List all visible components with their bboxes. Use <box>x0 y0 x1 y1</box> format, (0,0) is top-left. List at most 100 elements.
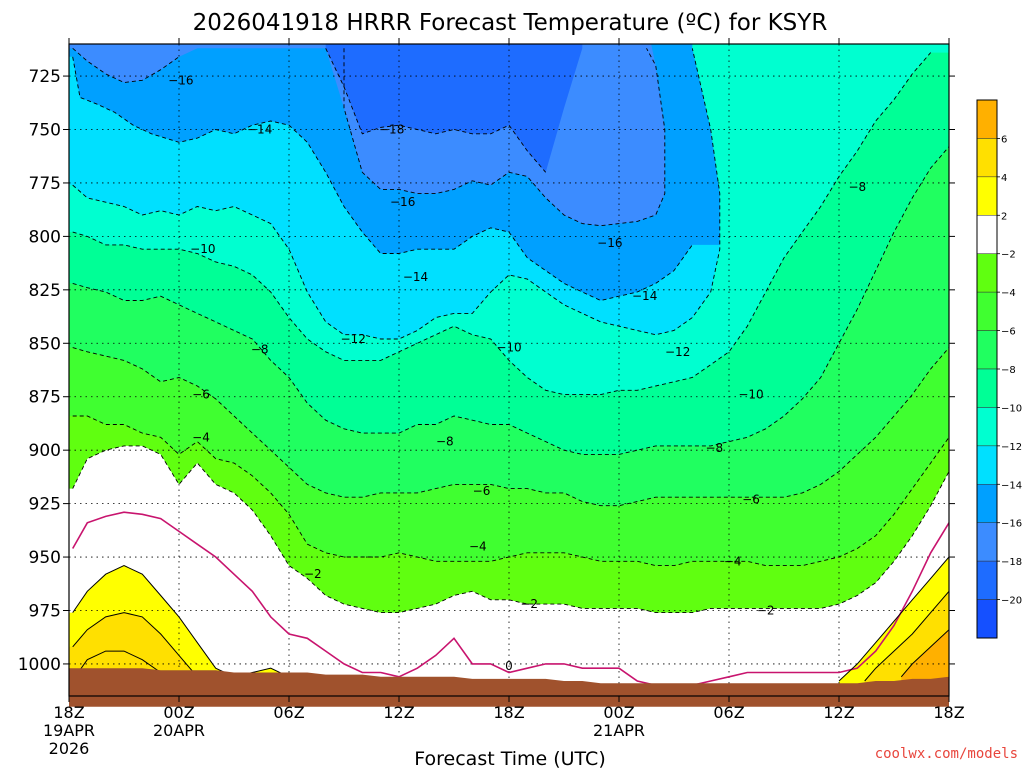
contour-label: −6 <box>742 492 760 506</box>
contour-label: −2 <box>757 603 775 617</box>
x-tick-label: 21APR <box>593 721 645 740</box>
colorbar-label: −8 <box>1001 365 1016 376</box>
colorbar-swatch <box>976 291 998 331</box>
y-tick-label: 750 <box>29 121 61 141</box>
y-tick-label: 825 <box>29 281 61 301</box>
warm-contour-line <box>77 650 161 673</box>
colorbar-swatch <box>976 484 998 523</box>
x-tick-label: 12Z <box>823 703 854 722</box>
contour-line <box>72 415 949 567</box>
contour-label: −8 <box>251 343 269 357</box>
contour-line <box>72 347 949 507</box>
contour-label: −10 <box>190 242 215 256</box>
contour-line <box>72 146 949 455</box>
contour-label: −8 <box>705 441 723 455</box>
colorbar-swatch <box>976 599 998 639</box>
contour-label: −14 <box>632 289 657 303</box>
contour-label: −14 <box>403 270 428 284</box>
colorbar: 6 4 2 −2 −4 −6 −8 −10 −12 −14 −16 −18 −20 <box>976 99 1022 639</box>
colorbar-label: −6 <box>1001 327 1016 338</box>
warm-contour-line <box>72 612 198 678</box>
colorbar-label: 6 <box>1001 134 1007 145</box>
warm-contour-line <box>864 590 949 682</box>
colorbar-swatch <box>976 330 998 370</box>
colorbar-label: −16 <box>1001 519 1022 530</box>
contour-label: −18 <box>379 123 404 137</box>
y-tick-label: 725 <box>29 67 61 87</box>
credit-link[interactable]: coolwx.com/models <box>875 746 1018 762</box>
y-tick-label: 975 <box>29 601 61 621</box>
y-tick-label: 850 <box>29 334 61 354</box>
colorbar-swatch <box>976 138 998 178</box>
chart-title: 2026041918 HRRR Forecast Temperature (ºC… <box>193 10 828 36</box>
x-tick-label: 06Z <box>713 703 744 722</box>
colorbar-swatch <box>976 522 998 562</box>
colorbar-label: −4 <box>1001 288 1016 299</box>
y-tick-label: 800 <box>29 227 61 247</box>
contour-label: −6 <box>473 484 491 498</box>
contour-label: −6 <box>192 388 210 402</box>
x-tick-label: 2026 <box>49 739 90 758</box>
contour-labels: −16 −14 −18 −16 −14 −16 −14 −12 −10 −12 −10 −10 −8 −8… <box>168 73 866 673</box>
colorbar-label: −20 <box>1001 596 1022 607</box>
x-tick-label: 00Z <box>163 703 194 722</box>
contour-line <box>72 56 693 301</box>
plot-area: −16 −14 −18 −16 −14 −16 −14 −12 −10 −12 −10 −10 −8 −8… <box>68 43 950 707</box>
contour-label: −14 <box>247 123 272 137</box>
contour-label: −4 <box>192 430 210 444</box>
y-tick-label: 925 <box>29 495 61 515</box>
contour-label: −2 <box>304 567 322 581</box>
contour-line <box>343 48 666 227</box>
colorbar-swatch <box>976 445 998 485</box>
y-tick-label: 950 <box>29 548 61 568</box>
x-tick-label: 12Z <box>383 703 414 722</box>
contour-label: −16 <box>168 73 193 87</box>
colorbar-label: −2 <box>1001 250 1016 261</box>
y-axis: 725 750 775 800 825 850 875 900 925 950 975 1000 <box>18 67 955 675</box>
contour-label: −8 <box>848 180 866 194</box>
contour-label: 0 <box>505 659 513 673</box>
band-m18-m16-left <box>69 44 198 83</box>
contour-label: −8 <box>436 435 454 449</box>
contour-line <box>72 52 932 396</box>
colorbar-label: 2 <box>1001 211 1007 222</box>
colorbar-label: −10 <box>1001 403 1022 414</box>
colorbar-label: −12 <box>1001 442 1022 453</box>
contour-line <box>72 445 949 614</box>
colorbar-swatch <box>976 407 998 447</box>
contour-label: −16 <box>597 236 622 250</box>
contour-label: −16 <box>390 195 415 209</box>
colorbar-label: −18 <box>1001 557 1022 568</box>
colorbar-label: −14 <box>1001 480 1022 491</box>
contour-lines <box>72 47 949 687</box>
warm-contour-line <box>838 556 949 682</box>
contour-label: −12 <box>341 332 366 346</box>
colorbar-swatch <box>976 253 998 293</box>
colorbar-swatch <box>976 560 998 600</box>
contour-label: −12 <box>665 345 690 359</box>
contour-label: −4 <box>469 539 487 553</box>
x-tick-label: 19APR <box>43 721 95 740</box>
y-tick-label: 1000 <box>18 655 61 675</box>
colorbar-swatch <box>976 176 998 216</box>
contour-line <box>72 48 721 340</box>
colorbar-swatch <box>976 99 998 139</box>
contour-label: −2 <box>520 597 538 611</box>
x-tick-label: 18Z <box>493 703 524 722</box>
x-tick-label: 00Z <box>603 703 634 722</box>
colorbar-swatch <box>976 215 998 254</box>
y-tick-label: 900 <box>29 441 61 461</box>
contour-label: −10 <box>496 341 521 355</box>
y-tick-label: 875 <box>29 388 61 408</box>
warm-contour-line <box>900 629 949 678</box>
x-axis-label: Forecast Time (UTC) <box>414 748 605 768</box>
x-tick-label: 18Z <box>933 703 964 722</box>
freezing-line <box>72 511 949 687</box>
y-tick-label: 775 <box>29 174 61 194</box>
contour-line <box>325 48 547 173</box>
contour-line <box>72 47 180 83</box>
x-tick-label: 20APR <box>153 721 205 740</box>
x-tick-label: 18Z <box>53 703 84 722</box>
